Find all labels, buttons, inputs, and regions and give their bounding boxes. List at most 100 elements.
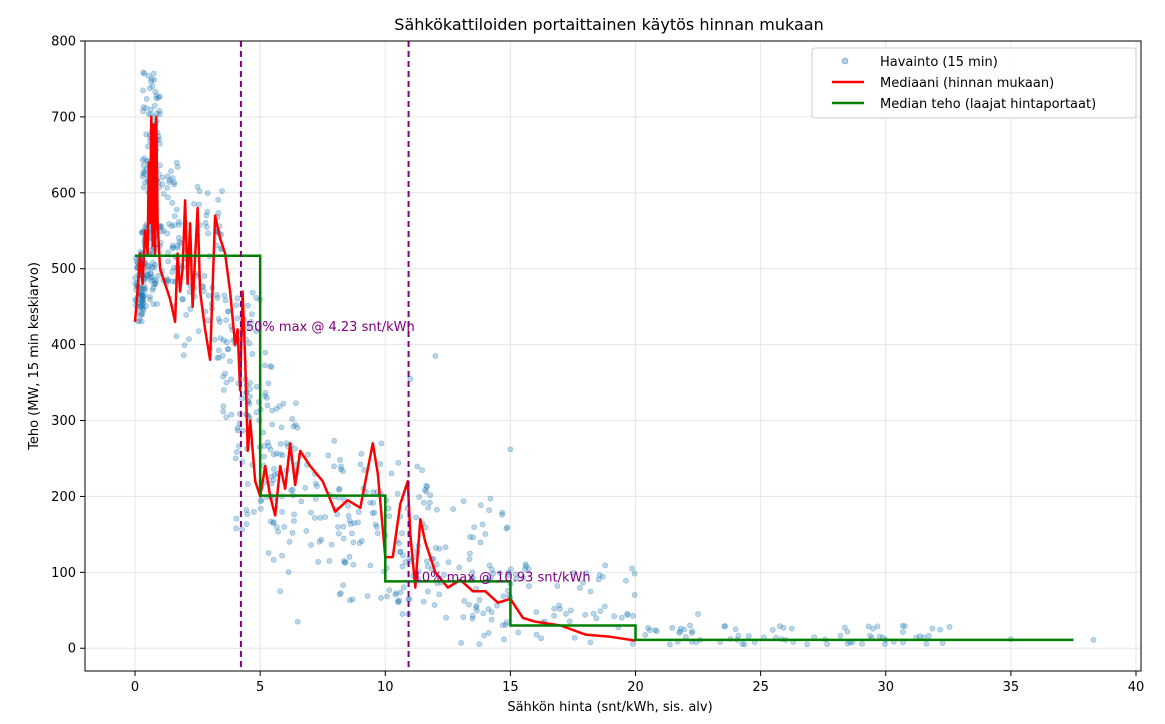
scatter-point-488 <box>232 455 239 462</box>
scatter-point-312 <box>176 239 183 245</box>
scatter-point-701 <box>595 576 602 583</box>
scatter-point-578 <box>345 502 351 509</box>
scatter-point-150 <box>156 108 163 114</box>
scatter-point-832 <box>929 625 936 632</box>
scatter-point-849 <box>432 353 439 359</box>
scatter-point-485 <box>244 481 251 487</box>
scatter-point-399 <box>225 308 232 315</box>
scatter-point-613 <box>351 520 357 527</box>
scatter-point-733 <box>596 572 603 578</box>
y-tick-label-5: 500 <box>51 262 76 277</box>
scatter-point-536 <box>302 484 309 491</box>
scatter-point-663 <box>456 564 463 571</box>
y-tick-label-6: 600 <box>51 186 76 201</box>
scatter-point-528 <box>331 437 338 444</box>
scatter-point-186 <box>148 78 154 85</box>
scatter-point-498 <box>283 440 290 447</box>
scatter-point-719 <box>630 612 636 619</box>
scatter-point-673 <box>392 591 399 598</box>
scatter-point-527 <box>265 550 272 556</box>
scatter-point-800 <box>837 632 844 639</box>
scatter-point-591 <box>346 517 353 524</box>
scatter-point-98 <box>145 273 152 280</box>
scatter-point-232 <box>168 223 175 229</box>
scatter-point-104 <box>147 270 154 276</box>
scatter-point-221 <box>164 194 171 201</box>
scatter-point-604 <box>350 539 357 546</box>
scatter-point-552 <box>312 480 319 487</box>
scatter-point-93 <box>149 259 156 266</box>
scatter-point-653 <box>416 494 423 500</box>
scatter-point-516 <box>345 512 352 519</box>
scatter-point-555 <box>317 514 324 521</box>
scatter-point-334 <box>181 342 188 348</box>
scatter-point-695 <box>477 539 484 546</box>
scatter-point-665 <box>432 545 439 551</box>
scatter-point-489 <box>289 415 296 422</box>
scatter-point-172 <box>150 70 157 77</box>
scatter-point-307 <box>191 200 197 207</box>
scatter-point-177 <box>146 85 153 92</box>
scatter-point-707 <box>570 569 577 576</box>
x-axis-ticks: 0 5 10 15 20 25 30 35 40 <box>131 671 1144 695</box>
scatter-point-5 <box>139 295 146 302</box>
scatter-point-620 <box>349 596 356 603</box>
scatter-point-581 <box>394 598 401 605</box>
scatter-point-261 <box>166 221 172 227</box>
scatter-point-282 <box>205 317 211 324</box>
scatter-point-427 <box>275 528 281 535</box>
scatter-point-382 <box>222 370 228 377</box>
scatter-point-518 <box>314 483 320 490</box>
scatter-point-703 <box>499 622 506 629</box>
scatter-point-847 <box>294 618 301 625</box>
x-tick-label-6: 30 <box>877 680 894 695</box>
scatter-point-745 <box>629 641 636 647</box>
scatter-point-373 <box>220 373 227 380</box>
scatter-point-556 <box>377 461 384 467</box>
scatter-point-554 <box>303 528 310 534</box>
scatter-point-234 <box>168 168 174 175</box>
scatter-point-67 <box>137 304 144 311</box>
scatter-point-657 <box>420 499 427 506</box>
scatter-point-637 <box>397 589 404 596</box>
scatter-point-395 <box>262 349 269 356</box>
scatter-point-368 <box>246 340 253 347</box>
scatter-point-782 <box>926 632 932 639</box>
scatter-point-590 <box>400 584 407 591</box>
scatter-point-582 <box>356 540 363 546</box>
scatter-point-426 <box>260 429 267 436</box>
scatter-point-799 <box>687 622 693 629</box>
scatter-point-810 <box>937 626 943 633</box>
scatter-point-39 <box>138 298 145 305</box>
scatter-point-839 <box>870 625 876 632</box>
scatter-point-627 <box>397 548 404 555</box>
scatter-point-705 <box>631 592 638 598</box>
scatter-point-809 <box>739 641 746 647</box>
scatter-point-224 <box>155 272 162 279</box>
scatter-point-216 <box>176 221 182 228</box>
scatter-point-209 <box>149 83 156 89</box>
scatter-point-632 <box>466 550 473 557</box>
scatter-point-392 <box>220 408 227 415</box>
scatter-point-808 <box>745 633 752 639</box>
legend-scatter-label: Havainto (15 min) <box>880 55 998 70</box>
scatter-point-478 <box>270 465 277 472</box>
scatter-point-24 <box>137 312 144 319</box>
scatter-point-506 <box>289 530 296 536</box>
scatter-point-610 <box>419 467 425 473</box>
scatter-point-723 <box>602 562 609 569</box>
legend-median-label: Mediaani (hinnan mukaan) <box>880 76 1054 91</box>
scatter-point-455 <box>270 520 277 527</box>
scatter-point-428 <box>269 421 276 428</box>
scatter-point-437 <box>243 507 250 514</box>
scatter-point-635 <box>384 593 390 600</box>
y-axis-ticks: 0 100 200 300 400 500 600 700 800 <box>51 35 85 657</box>
legend: Havainto (15 min) Mediaani (hinnan mukaa… <box>811 47 1137 119</box>
scatter-point-601 <box>424 563 431 570</box>
scatter-point-574 <box>386 587 393 593</box>
scatter-point-801 <box>735 632 742 639</box>
scatter-point-599 <box>358 538 365 544</box>
scatter-point-410 <box>253 294 260 301</box>
scatter-point-66 <box>138 309 145 316</box>
scatter-point-239 <box>175 218 182 225</box>
